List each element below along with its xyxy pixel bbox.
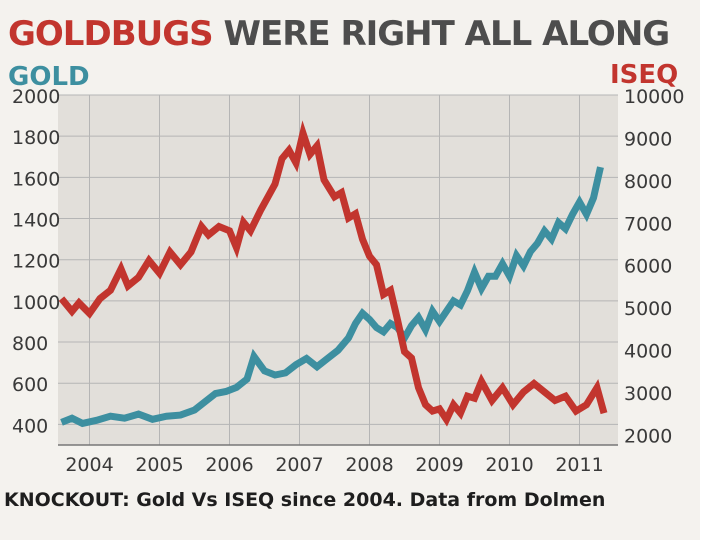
x-tick-label: 2008 xyxy=(345,454,393,476)
left-axis-title: GOLD xyxy=(8,62,90,92)
left-tick-label: 600 xyxy=(12,374,48,396)
x-tick-label: 2010 xyxy=(485,454,533,476)
left-tick-label: 400 xyxy=(12,415,48,437)
x-tick-label: 2004 xyxy=(65,454,113,476)
left-tick-label: 1200 xyxy=(12,251,60,273)
right-tick-label: 6000 xyxy=(624,256,672,278)
series-line-gold xyxy=(60,166,604,428)
left-tick-label: 1600 xyxy=(12,168,60,190)
x-tick-label: 2007 xyxy=(275,454,323,476)
right-tick-label: 2000 xyxy=(624,425,672,447)
right-tick-label: 8000 xyxy=(624,171,672,193)
right-tick-label: 3000 xyxy=(624,383,672,405)
caption: KNOCKOUT: Gold Vs ISEQ since 2004. Data … xyxy=(4,489,606,511)
right-tick-label: 9000 xyxy=(624,128,672,150)
series-lines xyxy=(58,120,608,428)
right-axis-title: ISEQ xyxy=(610,60,679,90)
left-tick-label: 1000 xyxy=(12,292,60,314)
title-rest: WERE RIGHT ALL ALONG xyxy=(223,14,670,54)
x-tick-label: 2009 xyxy=(415,454,463,476)
x-tick-label: 2006 xyxy=(205,454,253,476)
x-tick-label: 2011 xyxy=(555,454,603,476)
series-line-iseq xyxy=(58,120,608,427)
title-goldbugs: GOLDBUGS xyxy=(8,14,214,54)
x-tick-label: 2005 xyxy=(135,454,183,476)
left-tick-label: 1800 xyxy=(12,127,60,149)
tick-labels: 2000 1800 1600 1400 1200 1000 800 600 400 10000 90… xyxy=(12,86,684,476)
left-tick-label: 800 xyxy=(12,333,48,355)
left-tick-label: 1400 xyxy=(12,210,60,232)
chart-title: GOLDBUGS WERE RIGHT ALL ALONG xyxy=(8,14,670,54)
right-tick-label: 7000 xyxy=(624,213,672,235)
left-tick-label: 2000 xyxy=(12,86,60,108)
right-tick-label: 4000 xyxy=(624,341,672,363)
right-tick-label: 10000 xyxy=(624,86,684,108)
right-tick-label: 5000 xyxy=(624,298,672,320)
page-margin xyxy=(700,0,720,540)
